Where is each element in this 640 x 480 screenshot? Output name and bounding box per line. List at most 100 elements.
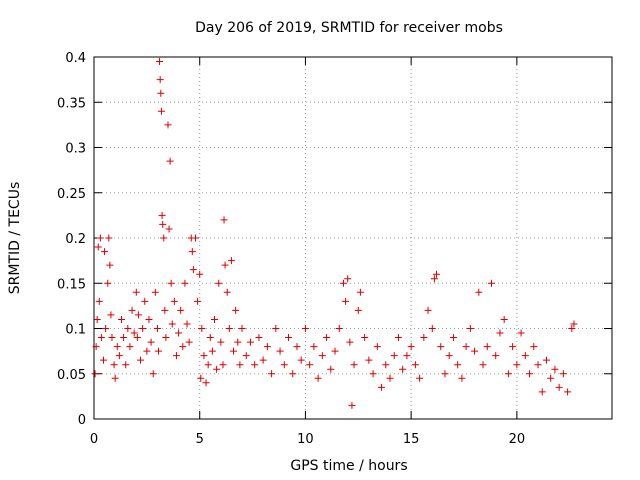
data-point — [430, 275, 438, 283]
data-point — [167, 279, 175, 287]
data-point — [301, 325, 309, 332]
data-point — [500, 315, 508, 323]
data-point — [213, 365, 221, 373]
data-point — [342, 297, 350, 305]
data-point — [517, 329, 525, 337]
data-point — [314, 374, 322, 382]
data-points — [91, 58, 578, 409]
data-point — [200, 352, 208, 360]
data-point — [559, 370, 567, 378]
data-point — [564, 388, 572, 396]
data-point — [350, 361, 358, 369]
data-point — [496, 329, 504, 337]
data-point — [323, 334, 331, 342]
data-point — [416, 374, 424, 382]
data-point — [263, 343, 271, 351]
data-point — [208, 347, 216, 355]
data-point — [191, 234, 199, 242]
data-point — [134, 311, 142, 319]
data-point — [568, 325, 576, 332]
data-point — [369, 370, 377, 378]
data-point — [181, 279, 189, 287]
data-point — [394, 334, 402, 342]
data-point — [449, 334, 457, 342]
data-point — [107, 311, 115, 319]
data-point — [386, 374, 394, 382]
y-tick-label: 0 — [78, 413, 86, 428]
data-point — [230, 347, 238, 355]
data-point — [196, 270, 204, 278]
data-point — [183, 320, 191, 328]
data-point — [141, 297, 149, 305]
data-point — [157, 107, 165, 115]
data-point — [310, 343, 318, 351]
data-point — [458, 374, 466, 382]
data-point — [504, 370, 512, 378]
data-point — [403, 352, 411, 360]
data-point — [172, 352, 180, 360]
data-point — [110, 361, 118, 369]
data-point — [378, 383, 386, 391]
data-point — [91, 370, 99, 378]
data-point — [255, 334, 263, 342]
data-point — [206, 334, 214, 342]
data-point — [96, 234, 104, 242]
data-point — [242, 352, 250, 360]
data-point — [479, 361, 487, 369]
data-point — [513, 361, 521, 369]
data-point — [462, 343, 470, 351]
data-point — [268, 370, 276, 378]
data-point — [108, 334, 116, 342]
data-point — [424, 306, 432, 314]
x-tick-label: 0 — [90, 432, 98, 447]
data-point — [534, 361, 542, 369]
data-point — [117, 315, 125, 323]
data-point — [348, 401, 356, 409]
data-point — [354, 306, 362, 314]
data-point — [149, 370, 157, 378]
data-point — [168, 320, 176, 328]
data-point — [156, 58, 164, 66]
data-point — [280, 361, 288, 369]
x-tick-label: 15 — [403, 432, 420, 447]
data-point — [433, 270, 441, 278]
data-point — [202, 379, 210, 387]
data-point — [445, 352, 453, 360]
data-point — [335, 325, 343, 332]
data-point — [471, 347, 479, 355]
data-point — [166, 157, 174, 165]
x-tick-label: 10 — [297, 432, 314, 447]
data-point — [475, 288, 483, 296]
data-point — [157, 89, 165, 97]
data-point — [147, 338, 155, 346]
data-point — [509, 343, 517, 351]
data-point — [570, 320, 578, 328]
data-point — [487, 279, 495, 287]
data-point — [124, 325, 132, 332]
data-point — [390, 352, 398, 360]
data-point — [327, 365, 335, 373]
plot-frame — [93, 56, 613, 420]
data-point — [137, 356, 145, 364]
data-point — [188, 248, 196, 256]
data-point — [211, 315, 219, 323]
data-point — [272, 325, 280, 332]
y-tick-label: 0.1 — [65, 323, 86, 338]
y-tick-label: 0.05 — [57, 368, 86, 383]
data-point — [130, 329, 138, 337]
data-point — [339, 279, 347, 287]
data-point — [105, 234, 113, 242]
data-point — [126, 343, 134, 351]
data-point — [97, 334, 105, 342]
x-tick-label: 5 — [196, 432, 204, 447]
data-point — [246, 338, 254, 346]
data-point — [331, 347, 339, 355]
data-point — [94, 243, 102, 251]
data-point — [106, 261, 114, 269]
data-point — [139, 325, 147, 332]
data-point — [365, 356, 373, 364]
data-point — [276, 347, 284, 355]
data-point — [215, 279, 223, 287]
data-point — [151, 288, 159, 296]
data-point — [93, 315, 101, 323]
